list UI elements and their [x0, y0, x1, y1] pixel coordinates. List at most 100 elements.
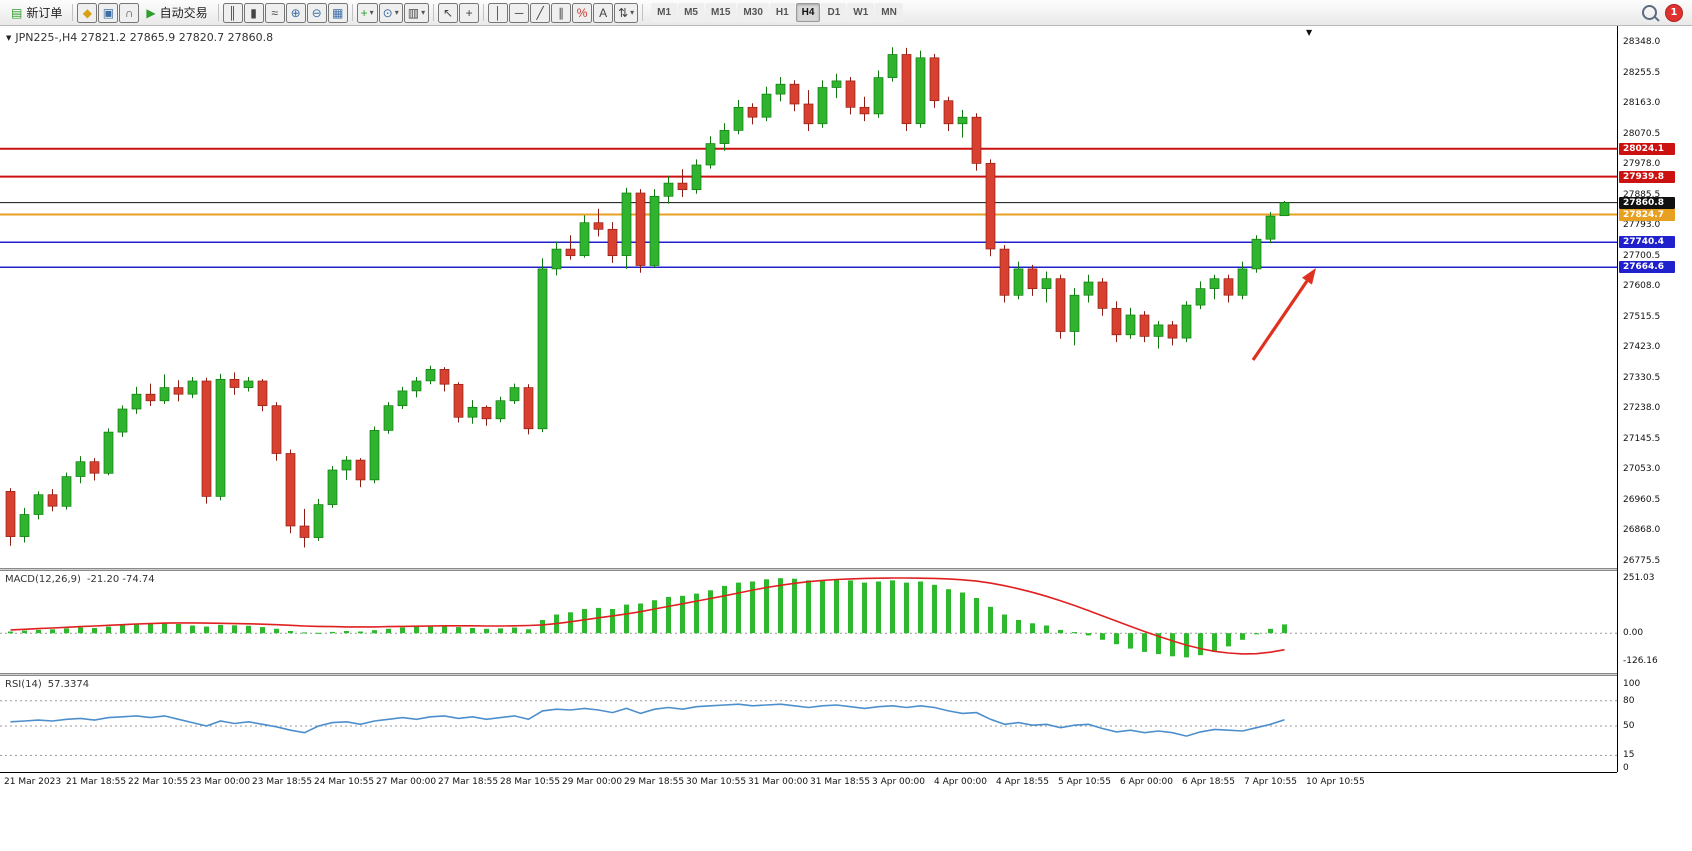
new-order-icon: ▤ — [11, 5, 23, 20]
chart-shift-marker[interactable]: ▼ — [1306, 28, 1313, 37]
time-axis-label: 23 Mar 18:55 — [252, 777, 313, 787]
time-axis-label: 23 Mar 00:00 — [190, 777, 251, 787]
price-tag[interactable]: 27824.7 — [1619, 208, 1675, 221]
time-axis-label: 29 Mar 00:00 — [562, 777, 623, 787]
time-axis-label: 4 Apr 18:55 — [996, 777, 1049, 787]
time-axis[interactable]: 21 Mar 2023 21 Mar 18:55 22 Mar 10:55 23 Ma… — [0, 772, 1617, 794]
horizontal-line-button[interactable]: ─ — [509, 2, 530, 23]
price-axis-label: 28348.0 — [1623, 37, 1661, 47]
price-axis-label: 27793.0 — [1623, 220, 1661, 230]
price-axis-label: 27978.0 — [1623, 159, 1661, 169]
toolbar-right: 1 — [1642, 3, 1687, 22]
timeframe-button-M30[interactable]: M30 — [737, 3, 769, 22]
zoom-out-icon: ⊖ — [311, 5, 322, 20]
time-axis-label: 5 Apr 10:55 — [1058, 777, 1111, 787]
fibonacci-button[interactable]: % — [572, 2, 593, 23]
price-axis-label: 26960.5 — [1623, 494, 1661, 505]
candlestick-chart-icon: ▮ — [250, 5, 257, 20]
chart-profile-icon: ◆ — [82, 5, 92, 20]
trendline-button[interactable]: ╱ — [530, 2, 551, 23]
timeframe-button-MN[interactable]: MN — [875, 3, 903, 22]
auto-trading-button[interactable]: ▶ 自动交易 — [140, 3, 213, 23]
candlestick-chart-button[interactable]: ▮ — [243, 2, 264, 23]
vertical-line-button[interactable]: │ — [488, 2, 509, 23]
price-tag[interactable]: 27860.8 — [1619, 196, 1675, 209]
time-axis-label: 6 Apr 00:00 — [1120, 777, 1173, 787]
timeframe-button-M1[interactable]: M1 — [651, 3, 678, 22]
templates-button[interactable]: ▥ ▾ — [403, 2, 430, 23]
time-axis-label: 7 Apr 10:55 — [1244, 777, 1297, 787]
headphones-icon: ∩ — [125, 5, 134, 20]
timeframe-button-M15[interactable]: M15 — [704, 3, 737, 22]
price-axis-label: 27053.0 — [1623, 464, 1661, 474]
macd-label: MACD(12,26,9) -21.20 -74.74 — [5, 574, 155, 585]
search-icon[interactable] — [1642, 5, 1657, 20]
price-axis-label: 28255.5 — [1623, 67, 1661, 78]
price-axis-label: 27423.0 — [1623, 342, 1661, 352]
price-tag[interactable]: 27939.8 — [1619, 170, 1675, 183]
price-axis-label: 27145.5 — [1623, 433, 1661, 444]
toolbar-separator — [642, 4, 644, 21]
panel-splitter[interactable] — [0, 673, 1692, 676]
macd-name: MACD(12,26,9) — [5, 574, 81, 585]
price-tag[interactable]: 27664.6 — [1619, 261, 1675, 274]
chevron-down-icon: ▾ — [369, 8, 374, 17]
arrows-button[interactable]: ⇅ ▾ — [614, 2, 639, 23]
timeframe-group: M1 M5 M15 M30 H1 H4 D1 W1 MN — [651, 3, 903, 22]
time-axis-label: 3 Apr 00:00 — [872, 777, 925, 787]
bar-chart-button[interactable]: ║ — [222, 2, 243, 23]
time-axis-label: 4 Apr 00:00 — [934, 777, 987, 787]
new-order-button[interactable]: ▤ 新订单 — [5, 3, 68, 23]
timeframe-button-M5[interactable]: M5 — [678, 3, 704, 22]
rsi-scale-label: 0 — [1623, 763, 1629, 773]
tile-windows-button[interactable]: ▦ — [327, 2, 348, 23]
price-axis-label: 27238.0 — [1623, 403, 1661, 413]
time-axis-label: 28 Mar 10:55 — [500, 777, 561, 787]
chart-profile-button[interactable]: ◆ — [77, 2, 98, 23]
rsi-label: RSI(14) 57.3374 — [5, 679, 89, 690]
price-tag[interactable]: 28024.1 — [1619, 142, 1675, 155]
channel-button[interactable]: ∥ — [551, 2, 572, 23]
timeframe-button-H4[interactable]: H4 — [795, 3, 821, 22]
price-axis-label: 26868.0 — [1623, 525, 1661, 535]
price-axis[interactable]: 28348.0 28255.5 28163.0 28070.5 27978.0 27885… — [1617, 26, 1692, 773]
timeframe-button-W1[interactable]: W1 — [847, 3, 875, 22]
cursor-button[interactable]: ↖ — [438, 2, 459, 23]
time-axis-label: 31 Mar 00:00 — [748, 777, 809, 787]
market-watch-icon: ▣ — [102, 5, 115, 20]
rsi-name: RSI(14) — [5, 679, 42, 690]
periods-button[interactable]: ⊙ ▾ — [378, 2, 403, 23]
price-axis-label: 27700.5 — [1623, 250, 1661, 261]
line-chart-button[interactable]: ≈ — [264, 2, 285, 23]
rsi-scale-label: 100 — [1623, 679, 1641, 689]
price-tag[interactable]: 27740.4 — [1619, 236, 1675, 249]
zoom-out-button[interactable]: ⊖ — [306, 2, 327, 23]
chevron-down-icon: ▾ — [630, 8, 635, 17]
price-axis-label: 27885.5 — [1623, 189, 1661, 200]
macd-values: -21.20 -74.74 — [86, 574, 155, 585]
zoom-in-button[interactable]: ⊕ — [285, 2, 306, 23]
price-axis-label: 28163.0 — [1623, 98, 1661, 108]
crosshair-button[interactable]: + — [459, 2, 480, 23]
symbol-selector-icon[interactable]: ▼ — [6, 33, 12, 42]
rsi-panel[interactable] — [0, 676, 1617, 772]
panel-splitter[interactable] — [0, 568, 1692, 571]
indicators-button[interactable]: + ▾ — [356, 2, 378, 23]
main-price-chart[interactable] — [0, 26, 1617, 568]
macd-panel[interactable] — [0, 571, 1617, 673]
rsi-value: 57.3374 — [47, 679, 90, 690]
timeframe-button-H1[interactable]: H1 — [769, 3, 795, 22]
text-button[interactable]: A — [593, 2, 614, 23]
time-axis-label: 29 Mar 18:55 — [624, 777, 685, 787]
sound-button[interactable]: ∩ — [119, 2, 140, 23]
notification-badge[interactable]: 1 — [1665, 3, 1683, 22]
price-axis-label: 27515.5 — [1623, 311, 1661, 322]
price-axis-label: 28070.5 — [1623, 128, 1661, 139]
channel-icon: ∥ — [558, 5, 565, 20]
timeframe-button-D1[interactable]: D1 — [821, 3, 847, 22]
rsi-scale-label: 80 — [1623, 695, 1635, 706]
market-watch-button[interactable]: ▣ — [98, 2, 119, 23]
auto-trading-label: 自动交易 — [159, 6, 208, 20]
crosshair-icon: + — [465, 5, 473, 20]
toolbar-separator — [483, 4, 485, 21]
